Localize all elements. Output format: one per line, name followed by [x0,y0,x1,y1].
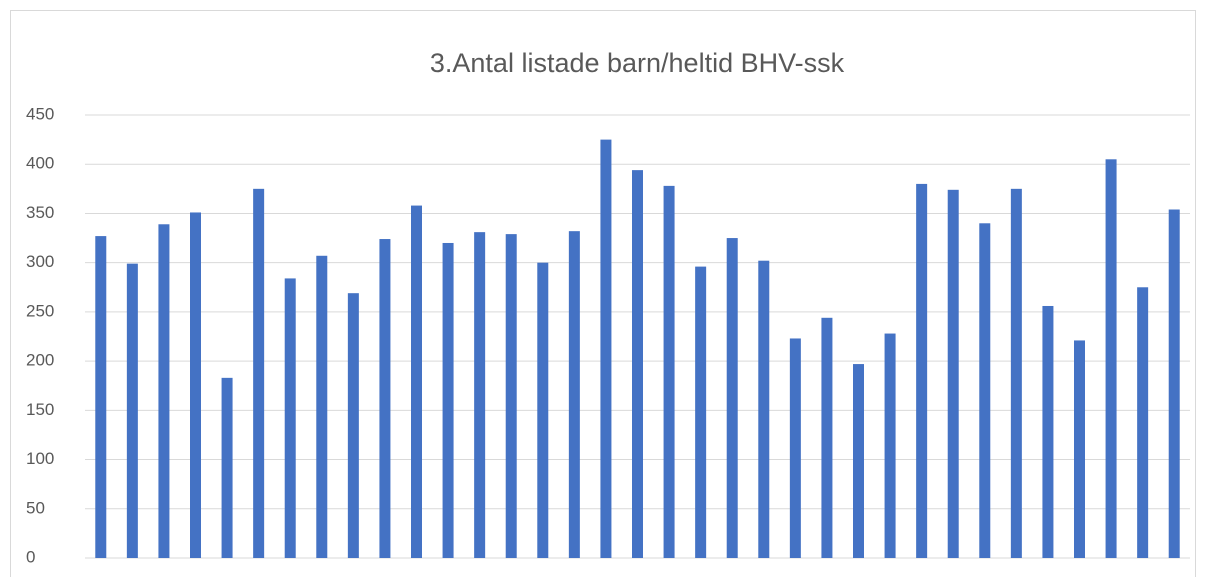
bar [379,239,391,559]
y-tick-label: 0 [26,547,35,566]
bar [537,262,549,558]
bar [600,139,612,558]
y-tick-label: 200 [26,351,54,370]
bar [442,242,454,558]
y-tick-label: 150 [26,400,54,419]
y-tick-label: 100 [26,449,54,468]
bar [284,278,296,558]
bar [1074,340,1085,558]
bar [158,224,170,559]
y-tick-label: 300 [26,252,54,271]
bar [253,188,265,559]
bar [758,260,770,558]
bar [695,266,707,558]
chart-title: 3.Antal listade barn/heltid BHV-ssk [430,48,845,78]
y-tick-label: 350 [26,203,54,222]
bar [1042,305,1054,558]
bar [1010,188,1022,559]
bar [853,364,864,558]
bar [221,377,233,558]
bar [474,232,486,558]
bar [632,170,643,558]
bar [916,183,928,558]
bar [663,185,675,558]
bar [1137,287,1149,558]
bar [979,223,991,559]
bar [505,234,517,558]
bar [190,212,201,558]
bar [316,255,328,558]
bar [95,236,107,558]
bar [884,333,896,558]
bar [789,338,801,558]
bar [568,231,580,559]
bar [947,189,959,558]
y-tick-label: 50 [26,498,45,517]
bar [726,238,738,559]
y-tick-label: 400 [26,154,54,173]
y-tick-label: 450 [26,104,54,123]
bar [126,263,138,558]
bar [347,293,359,558]
bar [1168,209,1180,559]
bar [411,205,422,558]
bar [821,317,833,558]
bar [1105,159,1117,559]
y-tick-label: 250 [26,301,54,320]
